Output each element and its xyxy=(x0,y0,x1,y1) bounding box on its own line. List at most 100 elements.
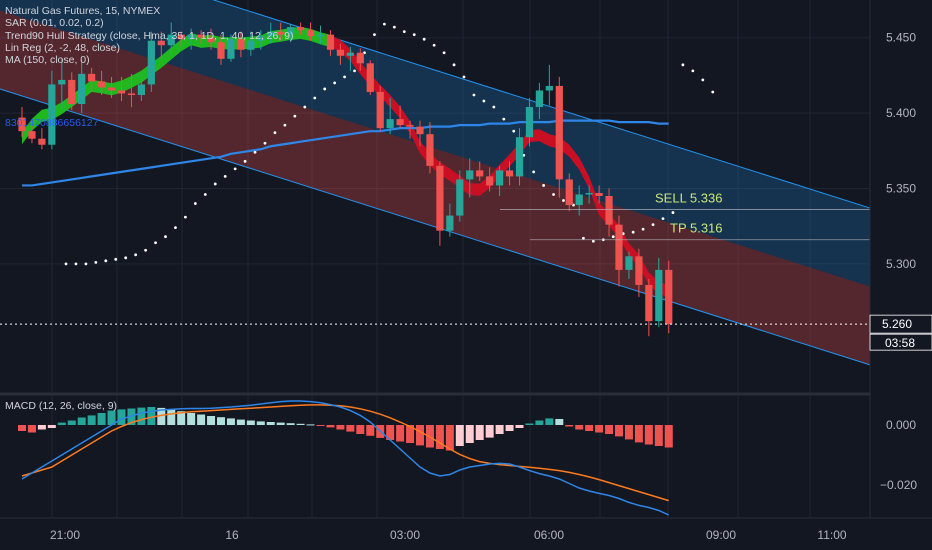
macd-hist-bar xyxy=(386,425,395,440)
candle-body xyxy=(38,138,46,145)
candle-body xyxy=(416,126,424,135)
sar-dot xyxy=(94,260,98,264)
last-price-tag xyxy=(869,314,932,334)
macd-hist-bar xyxy=(27,425,36,433)
macd-hist-bar xyxy=(296,423,305,425)
sar-dot xyxy=(402,30,406,34)
sar-dot xyxy=(631,230,635,234)
macd-hist-bar xyxy=(177,411,186,425)
candle-body xyxy=(665,269,673,325)
macd-hist-bar xyxy=(585,425,594,431)
macd-hist-bar xyxy=(137,407,146,425)
candle-body xyxy=(496,170,504,186)
candle-body xyxy=(227,39,235,59)
macd-hist-bar xyxy=(276,422,285,425)
candle-body xyxy=(635,256,643,285)
candle-body xyxy=(137,84,145,95)
sar-dot xyxy=(303,105,307,109)
candle-body xyxy=(58,79,66,85)
macd-hist-bar xyxy=(555,419,564,425)
annot-label: TP 5.316 xyxy=(670,221,723,236)
sar-dot xyxy=(124,256,128,260)
sar-dot xyxy=(164,235,167,239)
macd-hist-bar xyxy=(525,423,534,425)
candle-body xyxy=(267,31,275,37)
candle-body xyxy=(98,81,106,88)
sar-dot xyxy=(203,193,207,196)
macd-hist-bar xyxy=(515,425,524,428)
price-tick: 5.300 xyxy=(886,257,916,271)
sar-dot xyxy=(552,193,555,196)
candle-body xyxy=(486,176,494,186)
sar-dot xyxy=(432,43,436,47)
sar-dot xyxy=(392,25,396,29)
candle-body xyxy=(515,137,524,177)
macd-hist-bar xyxy=(47,425,56,428)
macd-hist-bar xyxy=(217,417,225,425)
sar-dot xyxy=(422,37,426,41)
sar-dot xyxy=(104,259,108,263)
sar-dot xyxy=(532,170,536,174)
indicator-ma[interactable]: MA (150, close, 0) xyxy=(5,54,90,67)
macd-hist-bar xyxy=(157,407,166,425)
candle-body xyxy=(127,93,136,95)
macd-hist-bar xyxy=(187,413,196,425)
indicator-sar[interactable]: SAR (0.01, 0.02, 0.2) xyxy=(5,17,104,30)
sar-dot xyxy=(154,241,157,245)
candle-body xyxy=(605,196,613,225)
price-tick: 5.400 xyxy=(886,106,916,120)
sar-dot xyxy=(641,227,645,231)
candle-body xyxy=(157,40,165,46)
macd-hist-bar xyxy=(545,418,554,425)
candle-body xyxy=(356,52,364,64)
time-tick: 06:00 xyxy=(534,528,564,542)
macd-hist-bar xyxy=(505,425,514,431)
sar-dot xyxy=(442,51,446,55)
macd-hist-bar xyxy=(197,414,206,425)
macd-tick: −0.020 xyxy=(880,478,917,492)
symbol-title: Natural Gas Futures, 15, NYMEX xyxy=(5,5,161,17)
sar-dot xyxy=(611,235,615,239)
macd-hist-bar xyxy=(634,425,643,443)
candle-body xyxy=(247,40,255,50)
sar-dot xyxy=(412,33,416,37)
candle-body xyxy=(436,165,444,231)
sar-dot xyxy=(353,69,356,73)
macd-hist-bar xyxy=(67,420,76,425)
macd-hist-bar xyxy=(475,425,484,440)
macd-hist-bar xyxy=(226,418,235,425)
sar-dot xyxy=(253,150,257,154)
sar-dot xyxy=(562,199,565,202)
candle-body xyxy=(525,107,534,138)
candle-body xyxy=(366,63,374,92)
macd-hist-bar xyxy=(87,415,96,425)
candle-body xyxy=(615,224,623,270)
candle-body xyxy=(565,179,573,206)
macd-hist-bar xyxy=(286,423,295,425)
time-tick: 09:00 xyxy=(706,528,736,542)
candle-body xyxy=(177,34,185,40)
candle-body xyxy=(117,90,126,94)
macd-hist-bar xyxy=(654,425,663,446)
time-tick: 03:00 xyxy=(390,528,420,542)
sar-dot xyxy=(134,253,138,257)
linreg-value: 8301470886656127 xyxy=(5,117,99,129)
time-tick: 21:00 xyxy=(50,528,80,542)
macd-hist-bar xyxy=(664,425,673,448)
indicator-hull[interactable]: Trend90 Hull Strategy (close, Hma, 35, 1… xyxy=(5,29,294,42)
macd-hist-bar xyxy=(37,425,46,430)
candle-body xyxy=(68,79,76,105)
sar-dot xyxy=(542,184,545,187)
candle-body xyxy=(376,91,384,129)
indicator-linreg[interactable]: Lin Reg (2, -2, 48, close) xyxy=(5,41,120,54)
candle-body xyxy=(48,84,56,145)
macd-label[interactable]: MACD (12, 26, close, 9) xyxy=(5,400,118,412)
candle-body xyxy=(316,34,325,37)
sar-dot xyxy=(373,33,376,37)
macd-hist-bar xyxy=(207,416,216,425)
sar-dot xyxy=(343,75,346,79)
sar-dot xyxy=(293,114,297,118)
candle-body xyxy=(28,131,36,139)
sar-dots xyxy=(64,22,715,266)
